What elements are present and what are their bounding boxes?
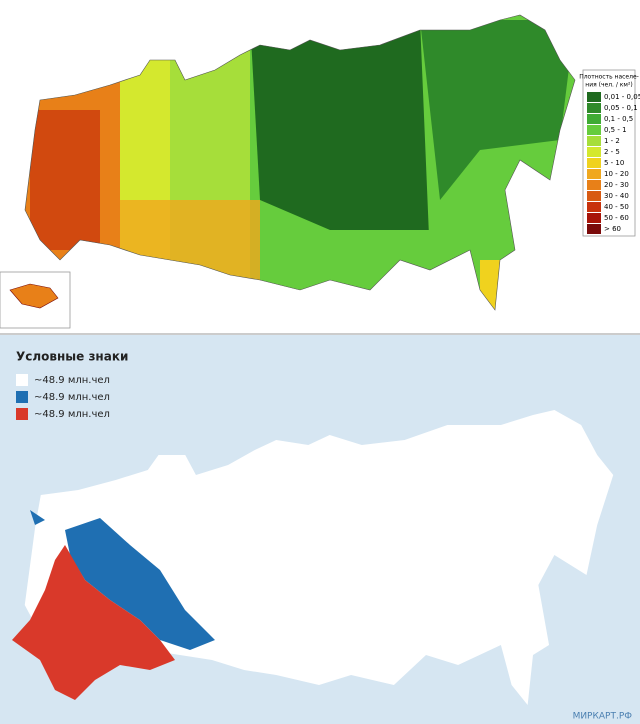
- legend-swatch: [587, 213, 601, 223]
- legend-swatch: [587, 92, 601, 102]
- legend-swatch: [587, 103, 601, 113]
- legend-label: 0,05 - 0,1: [604, 104, 638, 112]
- legend-swatch: [16, 391, 28, 403]
- legend-label: 0,5 - 1: [604, 126, 627, 134]
- legend-swatch: [587, 224, 601, 234]
- legend-label: 30 - 40: [604, 192, 629, 200]
- legend-label: 50 - 60: [604, 214, 629, 222]
- legend-label: ~48.9 млн.чел: [34, 392, 110, 403]
- legend-label: ~48.9 млн.чел: [34, 375, 110, 386]
- legend-swatch: [16, 374, 28, 386]
- legend-label: 0,1 - 0,5: [604, 115, 633, 123]
- legend-label: 2 - 5: [604, 148, 620, 156]
- legend-swatch: [587, 158, 601, 168]
- legend-swatch: [587, 202, 601, 212]
- legend-label: > 60: [604, 225, 621, 233]
- legend-swatch: [587, 169, 601, 179]
- legend-swatch: [587, 191, 601, 201]
- red-region: [12, 545, 175, 700]
- blue-region: [65, 518, 215, 650]
- legend-label: 40 - 50: [604, 203, 629, 211]
- legend-label: 0,01 - 0,05: [604, 93, 640, 101]
- legend-swatch: [587, 147, 601, 157]
- legend-title: ния (чел. / км²): [585, 82, 632, 89]
- legend-swatch: [587, 136, 601, 146]
- legend-title: Условные знаки: [16, 350, 128, 364]
- legend-label: ~48.9 млн.чел: [34, 409, 110, 420]
- legend-title: Плотность населе-: [579, 74, 639, 81]
- legend-label: 1 - 2: [604, 137, 620, 145]
- legend-swatch: [587, 180, 601, 190]
- legend-label: 5 - 10: [604, 159, 624, 167]
- legend-swatch: [587, 125, 601, 135]
- legend-label: 20 - 30: [604, 181, 629, 189]
- legend-swatch: [587, 114, 601, 124]
- legend-swatch: [16, 408, 28, 420]
- legend-label: 10 - 20: [604, 170, 629, 178]
- watermark: МИРКАРТ.РФ: [573, 712, 633, 722]
